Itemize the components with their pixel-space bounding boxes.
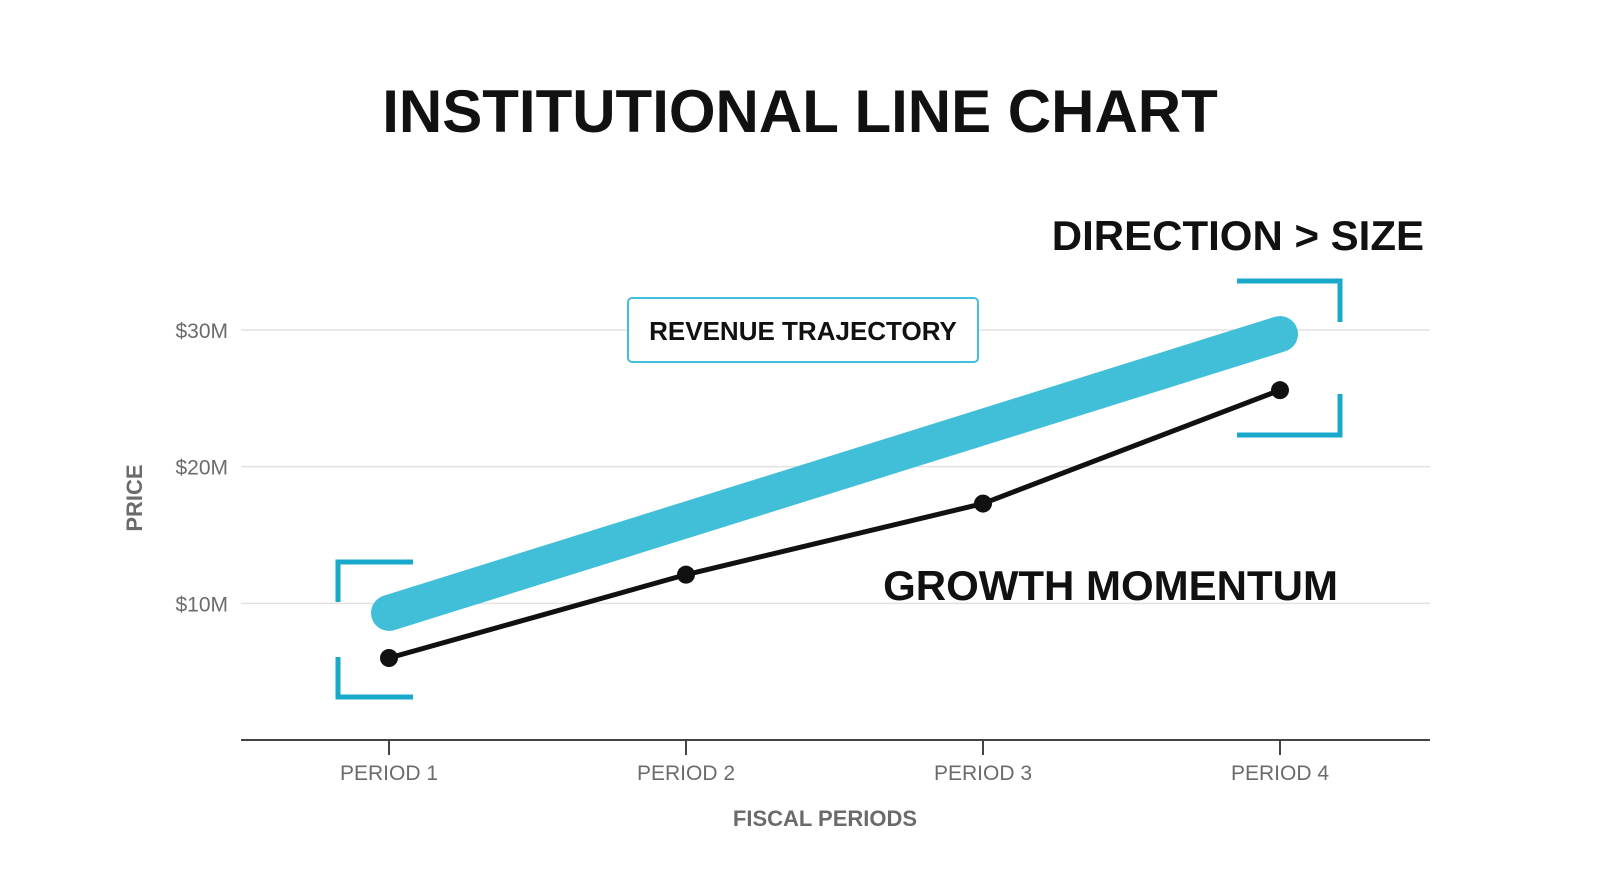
growth-momentum-callout: GROWTH MOMENTUM [883, 562, 1338, 609]
data-point [677, 565, 695, 584]
bracket-corner [1237, 278, 1343, 322]
y-tick-label: $20M [175, 457, 228, 480]
bracket-corner [335, 657, 413, 700]
label-box [627, 297, 979, 363]
bracket-corner [1237, 394, 1343, 438]
start-bracket [335, 559, 413, 700]
chart-title: INSTITUTIONAL LINE CHART [382, 78, 1218, 145]
x-tick-label: PERIOD 2 [637, 762, 735, 785]
data-point [1271, 381, 1289, 400]
y-tick-label: $10M [175, 593, 228, 616]
y-axis-ticks: $10M $20M $30M [175, 320, 228, 616]
revenue-trajectory-label: REVENUE TRAJECTORY [627, 297, 979, 363]
y-axis-title: PRICE [122, 464, 147, 531]
label-text: REVENUE TRAJECTORY [649, 316, 957, 346]
data-point [974, 494, 992, 513]
x-tick-label: PERIOD 1 [340, 762, 438, 785]
actual-series-line [388, 387, 1281, 661]
end-bracket [1237, 278, 1343, 438]
trend-series-line [371, 316, 1298, 631]
series-layer [371, 316, 1298, 667]
corner-brackets [335, 278, 1343, 700]
x-axis-ticks: PERIOD 1 PERIOD 2 PERIOD 3 PERIOD 4 [340, 740, 1329, 785]
x-axis-title: FISCAL PERIODS [733, 806, 917, 831]
x-tick-label: PERIOD 3 [934, 762, 1032, 785]
bracket-corner [335, 559, 413, 602]
data-point [380, 649, 398, 667]
direction-callout: DIRECTION > SIZE [1052, 212, 1424, 259]
y-tick-label: $30M [175, 320, 228, 343]
x-tick-label: PERIOD 4 [1231, 762, 1329, 785]
